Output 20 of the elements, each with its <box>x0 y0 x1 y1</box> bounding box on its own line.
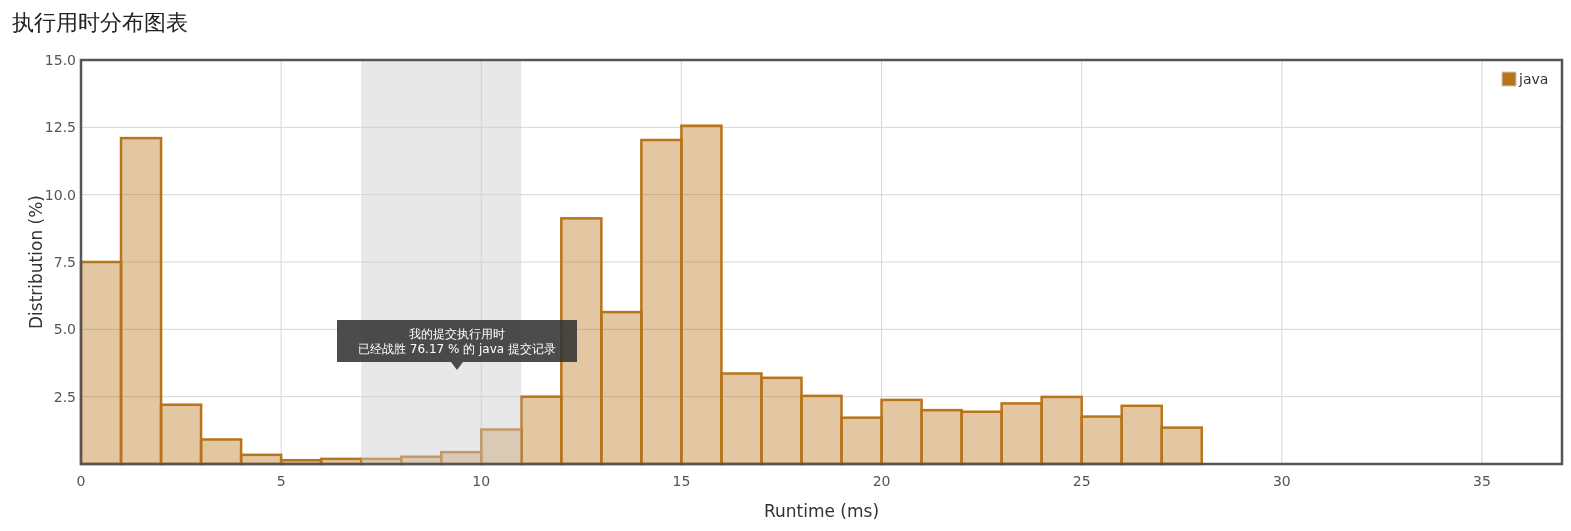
legend-label: java <box>1518 71 1549 87</box>
x-tick-label: 10 <box>472 473 491 489</box>
x-tick-label: 30 <box>1272 473 1291 489</box>
y-tick-label: 5.0 <box>53 321 76 338</box>
chart-title: 执行用时分布图表 <box>12 10 188 35</box>
y-tick-label: 7.5 <box>53 254 76 270</box>
x-tick-label: 20 <box>872 473 891 489</box>
x-tick-label: 5 <box>276 473 286 489</box>
x-axis-title: Runtime (ms) <box>763 501 880 521</box>
annotation: 我的提交执行用时 <box>409 327 505 341</box>
x-tick-label: 25 <box>1072 473 1091 489</box>
y-tick-label: 15.0 <box>44 52 76 68</box>
y-tick-label: 2.5 <box>53 388 76 405</box>
x-tick-label: 15 <box>672 473 691 489</box>
y-tick-label: 12.5 <box>44 119 76 136</box>
x-tick-label: 0 <box>76 473 86 489</box>
y-tick-label: 10.0 <box>44 186 76 203</box>
y-axis-title: Distribution (%) <box>26 195 46 329</box>
annotation: 已经战胜 76.17 % 的 java 提交记录 <box>358 342 556 356</box>
x-tick-label: 35 <box>1473 473 1491 489</box>
